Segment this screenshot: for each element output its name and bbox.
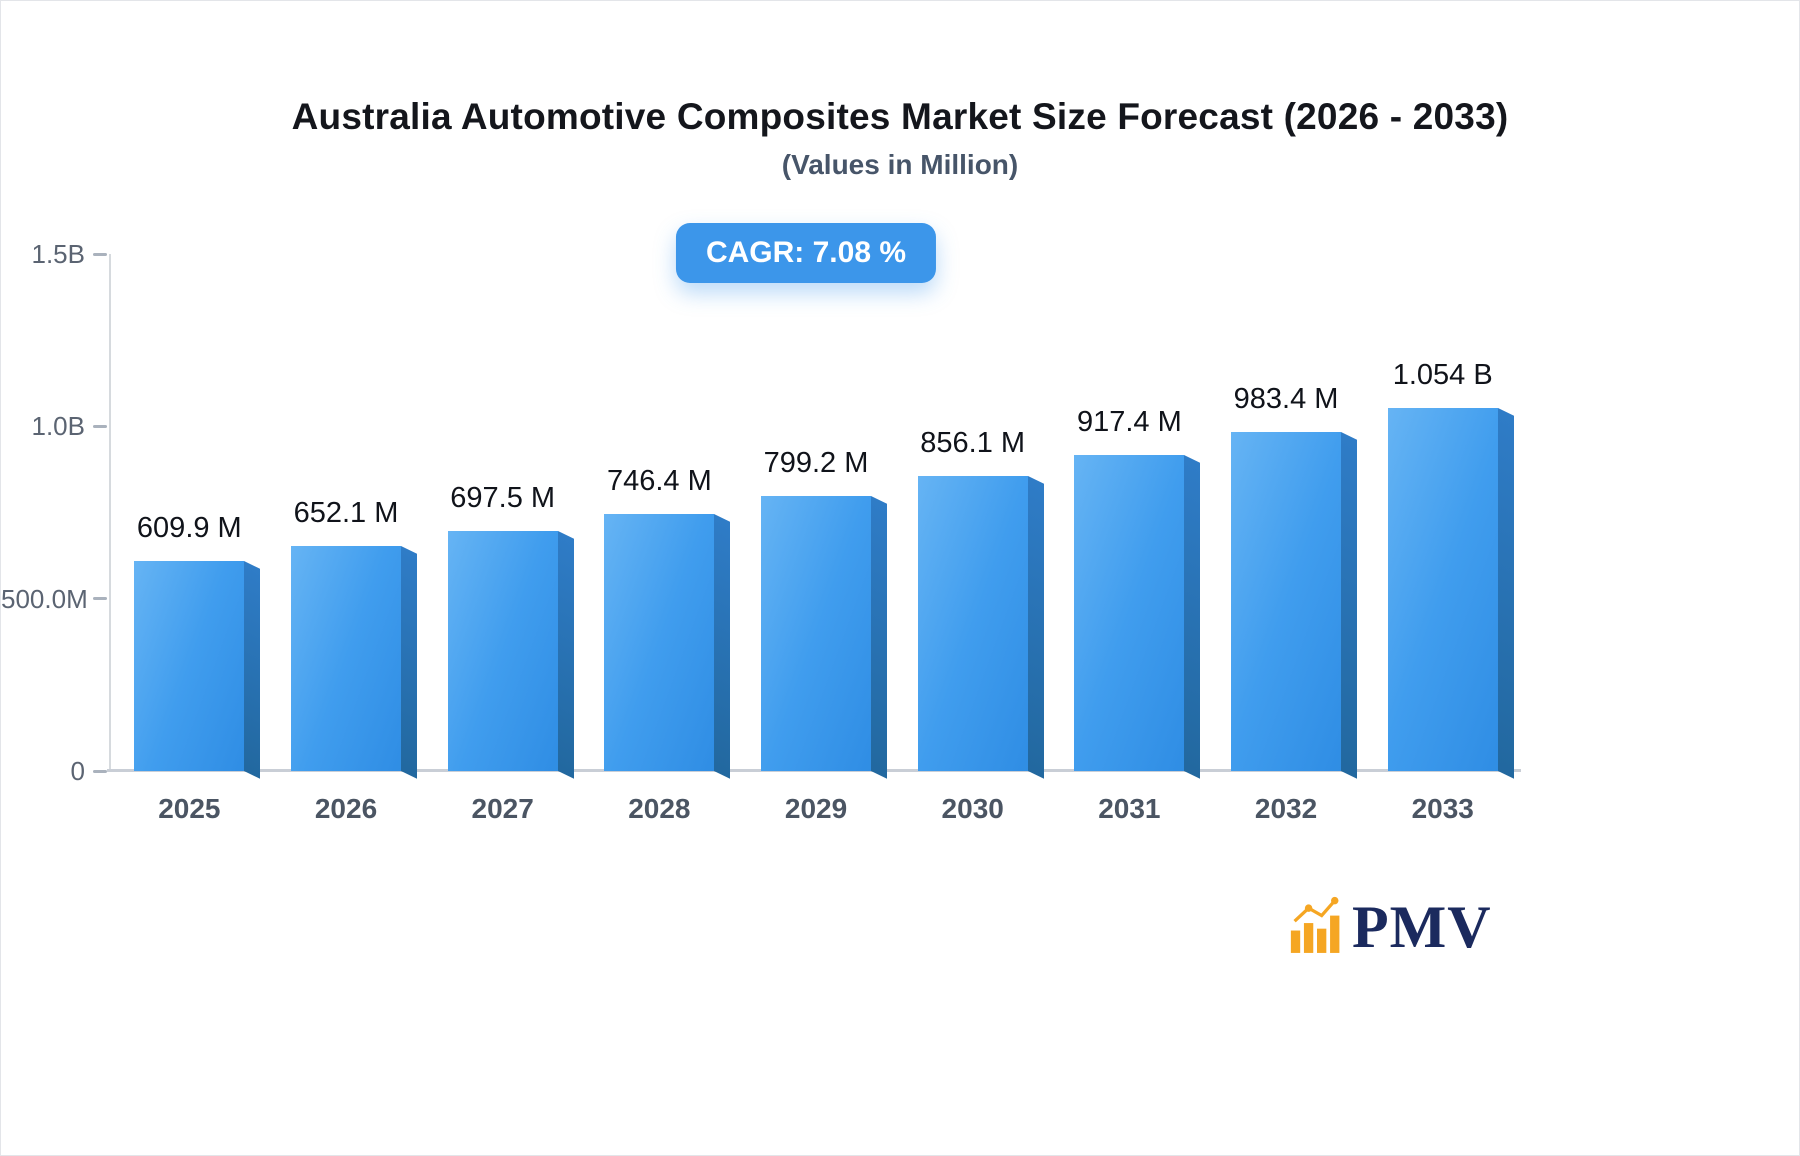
bar-front-face (134, 560, 245, 771)
x-axis-label: 2026 (314, 793, 378, 824)
y-tick-label: 0 (70, 756, 85, 786)
bar-value-label: 856.1 M (920, 426, 1026, 459)
x-axis-label: 2033 (1411, 793, 1474, 824)
bar-value-label: 746.4 M (606, 464, 712, 497)
x-axis-label: 2028 (628, 793, 691, 824)
bar-value-label: 1.054 B (1392, 358, 1493, 391)
bar-value-label: 652.1 M (293, 497, 399, 530)
bar-front-face (1387, 407, 1498, 771)
y-axis-line (109, 254, 111, 771)
bar[interactable] (1231, 432, 1358, 779)
bar-front-face (1074, 454, 1185, 771)
bar-value-label: 697.5 M (450, 481, 556, 514)
bar-group: 856.1 M 2030 (894, 254, 1051, 824)
y-tick-label: 1.5B (31, 239, 86, 269)
bar-side-face (714, 513, 731, 779)
chart-title: Australia Automotive Composites Market S… (291, 96, 1509, 137)
bar-side-face (401, 546, 417, 779)
bar-front-face (761, 495, 872, 771)
bar-side-face (871, 495, 888, 779)
x-axis-label: 2025 (158, 793, 221, 824)
bar-front-face (291, 546, 401, 771)
y-tick-label: 500.0M (1, 583, 88, 614)
bar-side-face (1497, 407, 1514, 779)
x-axis-label: 2029 (784, 793, 848, 824)
bar[interactable] (291, 546, 417, 779)
bar-group: 983.4 M 2032 (1208, 254, 1365, 824)
bar-value-label: 799.2 M (763, 446, 869, 479)
chart-subtitle: (Values in Million) (781, 149, 1019, 180)
bar-side-face (1027, 475, 1044, 779)
bar[interactable] (447, 530, 574, 779)
y-tick-mark (93, 597, 107, 601)
bar[interactable] (917, 475, 1044, 779)
bar[interactable] (604, 513, 731, 779)
bar-front-face (447, 530, 558, 771)
x-axis-label: 2031 (1098, 793, 1161, 824)
bar-group: 697.5 M 2027 (424, 254, 581, 824)
bar[interactable] (1074, 454, 1201, 779)
pmv-logo-text: PMV (1352, 893, 1492, 960)
bar-group: 917.4 M 2031 (1051, 254, 1208, 824)
y-tick-mark (93, 252, 107, 256)
bar-front-face (604, 513, 715, 771)
x-axis-label: 2032 (1254, 793, 1318, 824)
bar-chart-icon (1290, 896, 1340, 953)
pmv-logo: PMV (1289, 893, 1492, 960)
x-axis-label: 2027 (471, 793, 534, 824)
bar-value-label: 983.4 M (1233, 383, 1339, 416)
x-axis-label: 2030 (941, 793, 1004, 824)
bar[interactable] (761, 495, 888, 779)
bar-group: 746.4 M 2028 (581, 254, 738, 824)
bar[interactable] (1387, 407, 1514, 779)
bar-side-face (1184, 454, 1201, 779)
bar-value-label: 609.9 M (136, 511, 242, 544)
bar-side-face (557, 530, 574, 779)
bar-side-face (244, 560, 261, 779)
bar-group: 609.9 M 2025 (111, 254, 268, 824)
bar-value-label: 917.4 M (1076, 405, 1182, 438)
y-tick-label: 1.0B (31, 411, 86, 442)
plot-area: 0 500.0M 1.0B 1.5B 609.9 M 2025 652.1 M 2026 69… (1, 239, 1799, 824)
bar-group: 799.2 M 2029 (738, 254, 895, 824)
bar-side-face (1341, 432, 1358, 779)
bar-group: 652.1 M 2026 (268, 254, 425, 824)
bar-front-face (1231, 432, 1342, 771)
bar-group: 1.054 B 2033 (1364, 254, 1521, 824)
y-tick-mark (93, 424, 107, 428)
cagr-badge: CAGR: 7.08 % (675, 223, 937, 283)
bars-container: 609.9 M 2025 652.1 M 2026 697.5 M 2027 746.4 M… (111, 254, 1521, 824)
bar-front-face (917, 475, 1028, 771)
bar[interactable] (134, 560, 261, 779)
y-tick-mark (93, 769, 107, 773)
